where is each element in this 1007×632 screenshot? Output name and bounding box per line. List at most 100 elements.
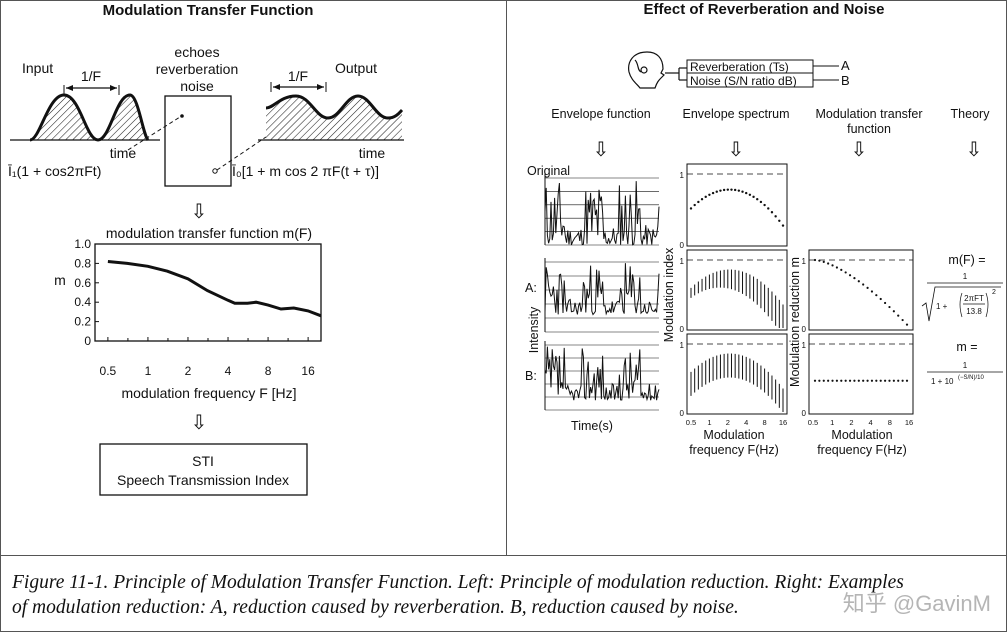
mtf-y-tick-label: 0.2: [74, 315, 91, 329]
mtf-x-ticks: 0.5 1 2 4 8 16: [100, 337, 315, 378]
legend-b: B: [841, 73, 850, 88]
modulation-reduction-label: Modulation reduction m: [788, 257, 802, 387]
spectrum-point: [763, 203, 766, 207]
subplot-y-tick-0: 0: [680, 409, 685, 418]
envelope-signal: [544, 346, 660, 402]
subplot-x-tick-label: 2: [726, 418, 730, 427]
subplot-y-tick-0: 0: [802, 325, 807, 334]
mtf-example-point: [897, 314, 900, 317]
paren-left-icon: [959, 292, 963, 318]
subplot-x-tick-label: 0.5: [686, 418, 696, 427]
output-label: Output: [335, 60, 377, 76]
theory-m-numerator: 1: [963, 361, 968, 370]
figure-caption: Figure 11-1. Principle of Modulation Tra…: [12, 570, 997, 620]
mtf-x-tick-label: 8: [265, 364, 272, 378]
formula-out: Ī₀[1 + m cos 2 πF(t + τ)]: [232, 163, 379, 179]
mtf-example-point: [831, 264, 834, 267]
spectrum-point: [741, 190, 744, 193]
spectrum-xlabel-2: frequency F(Hz): [689, 443, 779, 457]
mtf-example-point: [888, 379, 891, 382]
spectrum-point: [726, 188, 729, 191]
spectrum-point: [733, 188, 737, 192]
subplot-y-tick-1: 1: [802, 257, 807, 266]
mtf-y-tick-label: 0.4: [74, 295, 91, 309]
envelope-b: [544, 341, 660, 411]
mtf-example-point: [822, 260, 825, 263]
spectrum-point: [719, 189, 722, 192]
subplot-x-tick-label: 4: [869, 418, 873, 427]
time-s-label: Time(s): [571, 419, 613, 433]
input-label: Input: [22, 60, 53, 76]
theory-mf-numerator: 1: [963, 272, 968, 281]
modulation-index-label: Modulation index: [662, 247, 676, 342]
dashed-out-line: [216, 136, 267, 171]
spectrum-point: [722, 188, 726, 192]
subplot-x-tick-label: 8: [763, 418, 767, 427]
vertical-divider: [506, 0, 507, 555]
box-label-noise: noise: [180, 78, 214, 94]
subplot-y-tick-0: 0: [680, 325, 685, 334]
mtf-example-point: [818, 379, 821, 382]
spectrum-point: [781, 224, 785, 227]
subplot-frame: [686, 249, 788, 331]
spectrum-point: [697, 200, 700, 204]
mtf-x-tick-label: 1: [145, 364, 152, 378]
mtf-example-point: [862, 283, 865, 286]
left-title: Modulation Transfer Function: [103, 2, 314, 19]
horizontal-divider: [0, 555, 1007, 556]
subplot-y-tick-1: 1: [680, 171, 685, 180]
mtf-example-point: [827, 262, 830, 265]
spectrum-point: [767, 207, 770, 210]
mtf-example-point: [897, 379, 900, 382]
mtf-example-point: [866, 286, 869, 290]
spectrum-point: [759, 200, 763, 204]
spectrum-point: [715, 190, 718, 193]
period-label-out: 1/F: [288, 68, 308, 84]
mtf-example-point: [844, 271, 847, 274]
sqrt-sign-icon: [921, 286, 1001, 322]
mtf-example-point: [853, 379, 856, 382]
row-original-label: Original: [527, 164, 570, 178]
spectrum-point: [774, 215, 777, 218]
mtf-y-tick-label: 0.8: [74, 256, 91, 270]
mtf-example-point: [857, 379, 860, 382]
mtf-xlabel-2: frequency F(Hz): [817, 443, 907, 457]
sti-label: STI: [192, 453, 214, 469]
mtf-y-label: m: [54, 272, 66, 288]
mtf-xlabel-1: Modulation: [831, 428, 892, 442]
system-box: [164, 95, 232, 187]
theory-m-exp: (−S/N)/10: [958, 375, 985, 381]
spectrum-point: [689, 207, 693, 210]
sti-full-label: Speech Transmission Index: [117, 472, 289, 488]
caption-line-2: of modulation reduction: A, reduction ca…: [12, 597, 739, 618]
mtf-example-point: [866, 379, 869, 382]
mtf-example-point: [822, 379, 825, 382]
legend-a: A: [841, 58, 850, 73]
subplot-x-tick-label: 16: [779, 418, 787, 427]
time-label-out: time: [359, 145, 386, 161]
spectrum-point: [693, 203, 696, 207]
subplot-frame: [686, 163, 788, 247]
theory-mf-denom-a: 1 +: [936, 302, 948, 311]
mtf-x-label: modulation frequency F [Hz]: [121, 385, 296, 401]
spectrum-point: [730, 188, 733, 191]
arrow-down-icon-4: ⇩: [728, 139, 745, 161]
dashed-in-line: [127, 116, 181, 151]
col-mtf: Modulation transfer: [815, 107, 922, 121]
subplot-x-tick-label: 1: [830, 418, 834, 427]
mtf-example-point: [831, 379, 834, 382]
mtf-chart-title: modulation transfer function m(F): [106, 225, 312, 241]
envelope-original: [544, 174, 660, 246]
left-panel: Modulation Transfer Function Input 1/F t…: [8, 2, 404, 496]
subplot-x-tick-label: 1: [707, 418, 711, 427]
mtf-y-tick-label: 0.6: [74, 276, 91, 290]
spectrum-point: [711, 191, 715, 195]
subplot-x-tick-label: 4: [744, 418, 748, 427]
spectrum-point: [752, 195, 755, 199]
mtf-example-point: [870, 379, 874, 382]
subplot-y-tick-1: 1: [802, 341, 807, 350]
mtf-example-point: [875, 379, 878, 382]
col-mtf-2: function: [847, 122, 891, 136]
mtf-y-tick-label: 1.0: [74, 237, 91, 251]
spectrum-point: [748, 193, 752, 196]
